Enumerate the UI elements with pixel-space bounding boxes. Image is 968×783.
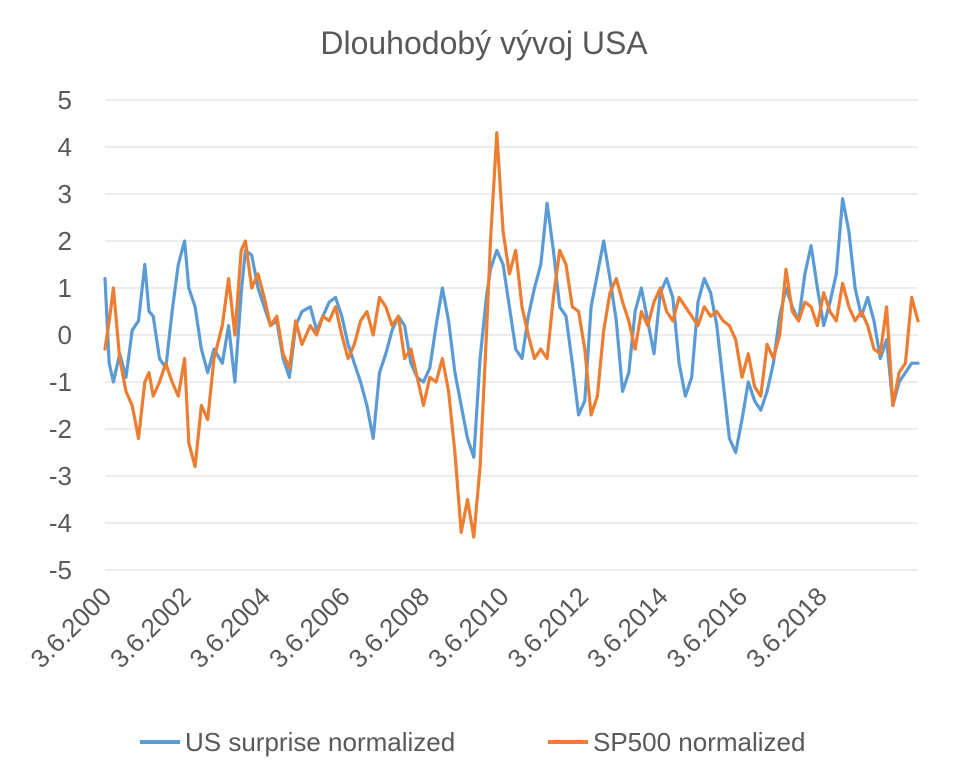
y-tick-label: 0 — [58, 320, 72, 350]
y-tick-label: 4 — [58, 132, 72, 162]
y-tick-label: -1 — [49, 367, 72, 397]
y-tick-label: 1 — [58, 273, 72, 303]
y-tick-label: -2 — [49, 414, 72, 444]
y-tick-label: 2 — [58, 226, 72, 256]
x-tick-label: 3.6.2016 — [660, 581, 753, 674]
series-line-sp500 — [103, 131, 920, 539]
x-tick-label: 3.6.2014 — [581, 581, 674, 674]
x-tick-label: 3.6.2010 — [422, 581, 515, 674]
x-axis-ticks: 3.6.20003.6.20023.6.20043.6.20063.6.2008… — [24, 581, 832, 674]
series-lines — [103, 131, 920, 539]
x-tick-label: 3.6.2000 — [24, 581, 117, 674]
x-tick-label: 3.6.2018 — [740, 581, 833, 674]
series-line-us-surprise — [103, 197, 920, 459]
legend: US surprise normalized SP500 normalized — [140, 727, 805, 757]
y-axis-ticks: 5 4 3 2 1 0 -1 -2 -3 -4 -5 — [49, 85, 72, 585]
y-tick-label: -5 — [49, 555, 72, 585]
x-tick-label: 3.6.2008 — [342, 581, 435, 674]
legend-label: US surprise normalized — [185, 727, 455, 757]
y-tick-label: 5 — [58, 85, 72, 115]
chart-title: Dlouhodobý vývoj USA — [320, 25, 648, 61]
y-tick-label: 3 — [58, 179, 72, 209]
gridlines — [105, 99, 918, 571]
x-tick-label: 3.6.2012 — [501, 581, 594, 674]
x-tick-label: 3.6.2004 — [183, 581, 276, 674]
legend-label: SP500 normalized — [593, 727, 805, 757]
y-tick-label: -3 — [49, 461, 72, 491]
y-tick-label: -4 — [49, 508, 72, 538]
x-tick-label: 3.6.2002 — [104, 581, 197, 674]
x-tick-label: 3.6.2006 — [263, 581, 356, 674]
